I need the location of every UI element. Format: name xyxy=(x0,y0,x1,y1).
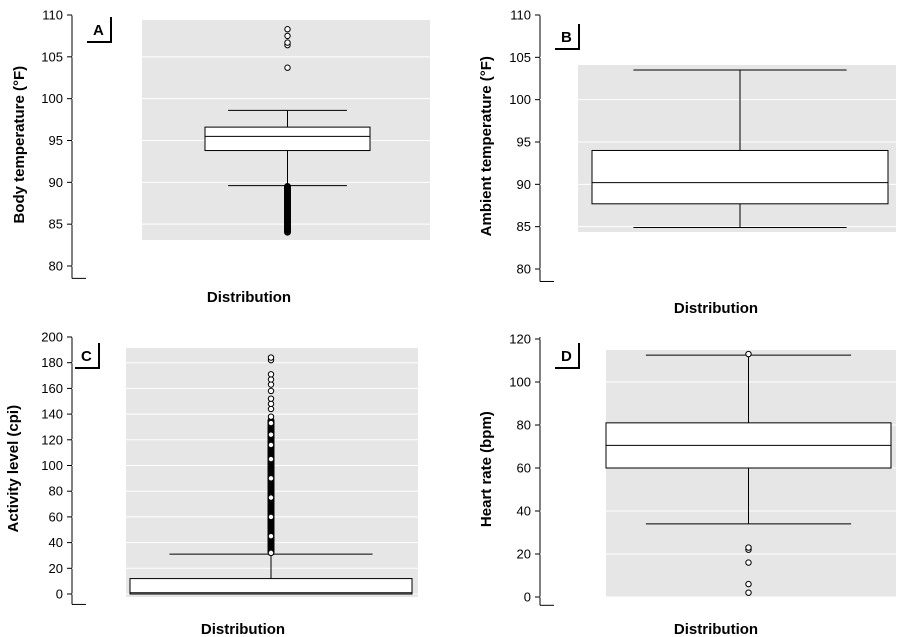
y-tick-label: 90 xyxy=(517,177,531,192)
y-tick-label: 60 xyxy=(49,509,63,524)
outlier-point xyxy=(267,513,275,521)
y-tick-label: 110 xyxy=(510,8,531,23)
y-tick-label: 80 xyxy=(517,262,531,277)
y-tick-label: 85 xyxy=(49,217,63,232)
y-tick-label: 100 xyxy=(41,91,63,106)
y-tick-label: 90 xyxy=(49,175,63,190)
y-tick-label: 100 xyxy=(509,375,531,390)
y-tick-label: 40 xyxy=(49,535,63,550)
x-axis-label: Distribution xyxy=(201,621,285,637)
panel-c: 0 20 40 60 80 100 120 140 160 180 200 C Activity lev… xyxy=(5,330,418,637)
y-tick-label: 95 xyxy=(517,135,531,150)
iqr-box xyxy=(204,126,371,152)
outlier-point xyxy=(284,32,291,40)
panel-label: A xyxy=(93,22,104,39)
outlier-point xyxy=(267,371,275,378)
outlier-point xyxy=(267,532,275,540)
iqr-box xyxy=(591,149,889,205)
outlier-point xyxy=(267,455,275,463)
y-tick-label: 40 xyxy=(517,504,531,519)
outlier-point xyxy=(267,549,275,557)
y-tick-label: 80 xyxy=(49,484,63,499)
outlier-point xyxy=(267,387,275,395)
panel-label-frame xyxy=(87,17,112,43)
outlier-point xyxy=(267,441,275,449)
y-tick-label: 20 xyxy=(517,547,531,562)
panel-label-frame xyxy=(75,343,100,369)
outlier-point xyxy=(745,544,752,551)
y-tick-label: 140 xyxy=(41,407,63,422)
y-tick-label: 180 xyxy=(41,355,63,370)
y-tick-label: 200 xyxy=(41,330,63,345)
outlier-point xyxy=(267,354,275,361)
outlier-point xyxy=(267,431,275,438)
plot-background xyxy=(578,65,896,232)
panel-label-frame xyxy=(555,24,580,50)
x-axis-label: Distribution xyxy=(674,621,758,637)
outlier-point xyxy=(745,580,752,588)
x-axis-label: Distribution xyxy=(207,289,291,306)
panel-d: 0 20 40 60 80 100 120 D Heart rate (bpm) Distribu… xyxy=(478,332,896,637)
outlier-point xyxy=(267,395,275,402)
y-tick-label: 120 xyxy=(41,432,63,447)
y-tick-label: 105 xyxy=(509,50,531,65)
y-axis-label: Body temperature (°F) xyxy=(11,66,28,224)
outlier-point xyxy=(267,400,275,408)
y-tick-label: 120 xyxy=(509,332,531,347)
y-tick-label: 85 xyxy=(517,219,531,234)
outlier-point xyxy=(267,405,275,413)
y-tick-label: 100 xyxy=(509,92,531,107)
outlier-point xyxy=(284,228,291,236)
outlier-point xyxy=(267,376,275,383)
y-axis-label: Ambient temperature (°F) xyxy=(478,56,495,236)
outlier-point xyxy=(284,64,291,71)
y-tick-label: 20 xyxy=(49,561,63,576)
outlier-point xyxy=(267,419,275,427)
iqr-box xyxy=(129,578,413,595)
outlier-point xyxy=(745,589,752,596)
y-tick-label: 0 xyxy=(524,590,531,605)
outlier-point xyxy=(284,39,291,46)
outlier-point xyxy=(267,381,275,388)
y-tick-label: 110 xyxy=(42,8,63,23)
plot-background xyxy=(606,350,896,597)
y-tick-label: 105 xyxy=(41,49,63,64)
y-tick-label: 95 xyxy=(49,133,63,148)
panel-label: D xyxy=(561,348,572,365)
y-tick-label: 0 xyxy=(56,587,63,602)
outlier-point xyxy=(267,494,275,501)
panel-a: 80 85 90 95 100 105 110 A Body temperature (°F) D… xyxy=(11,8,430,306)
x-axis-label: Distribution xyxy=(674,300,758,317)
outlier-point xyxy=(267,475,275,482)
panel-label-frame xyxy=(555,343,580,369)
y-tick-label: 80 xyxy=(517,418,531,433)
panel-label: C xyxy=(81,348,92,365)
panel-label: B xyxy=(561,29,572,46)
outlier-point xyxy=(745,559,752,566)
y-tick-label: 160 xyxy=(41,381,63,396)
y-tick-label: 100 xyxy=(41,458,63,473)
outlier-point xyxy=(267,413,275,420)
y-tick-label: 60 xyxy=(517,461,531,476)
y-tick-label: 80 xyxy=(49,259,63,274)
outlier-point xyxy=(284,26,291,33)
panel-b: 80 85 90 95 100 105 110 B Ambient temperature (°… xyxy=(478,8,896,317)
y-axis-label: Activity level (cpi) xyxy=(5,405,22,533)
outlier-point xyxy=(745,350,752,358)
y-axis-label: Heart rate (bpm) xyxy=(478,411,495,527)
